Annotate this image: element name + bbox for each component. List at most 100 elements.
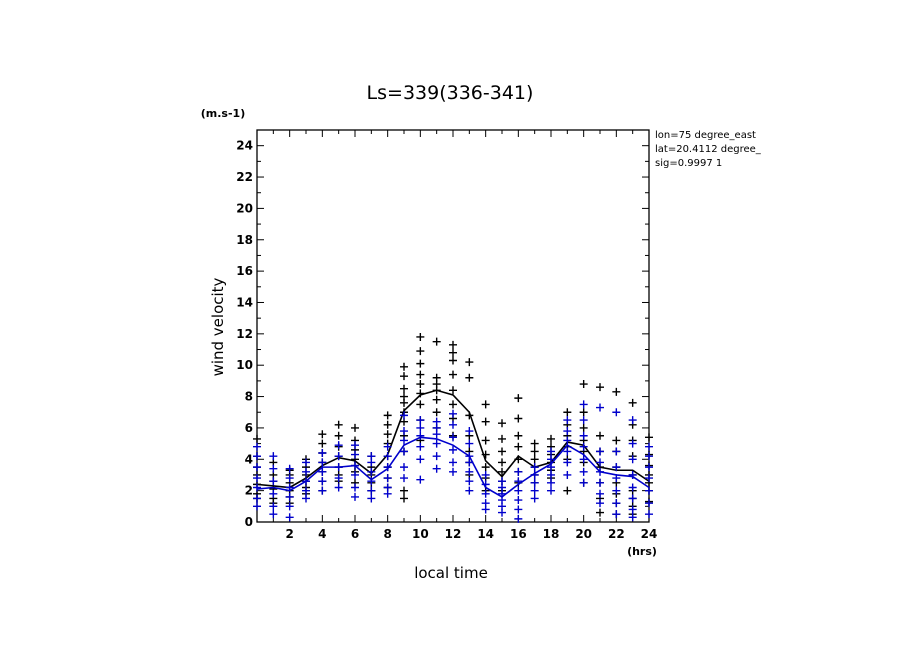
data-point xyxy=(645,463,653,472)
data-point xyxy=(432,395,441,404)
data-point xyxy=(628,416,637,425)
data-point xyxy=(318,486,327,495)
data-point xyxy=(530,478,539,487)
data-point xyxy=(596,508,604,517)
data-point xyxy=(530,439,539,448)
data-point xyxy=(498,477,506,486)
data-point xyxy=(498,458,506,467)
data-point xyxy=(351,470,359,479)
data-point xyxy=(514,467,523,476)
data-point xyxy=(579,380,588,389)
x-tick-label: 18 xyxy=(543,527,560,541)
data-point xyxy=(416,423,425,432)
data-point xyxy=(596,489,604,498)
data-point xyxy=(612,447,621,456)
data-point xyxy=(596,383,604,392)
data-point xyxy=(400,362,408,371)
data-point xyxy=(481,417,490,426)
data-point xyxy=(514,431,523,440)
data-point xyxy=(628,494,637,503)
data-point xyxy=(547,486,555,495)
data-point xyxy=(612,408,621,417)
y-tick-label: 20 xyxy=(236,201,253,215)
data-point xyxy=(547,447,555,456)
data-point xyxy=(334,483,343,492)
series-2 xyxy=(253,400,653,523)
data-point xyxy=(416,442,425,451)
data-point xyxy=(367,494,376,503)
data-point xyxy=(253,494,261,503)
data-point xyxy=(351,441,359,450)
data-point xyxy=(400,447,408,456)
data-point xyxy=(612,387,621,396)
data-point xyxy=(253,452,261,461)
data-point xyxy=(449,433,457,442)
data-point xyxy=(302,458,310,467)
data-point xyxy=(514,505,523,514)
y-tick-label: 24 xyxy=(236,139,253,153)
x-tick-label: 22 xyxy=(608,527,625,541)
data-point xyxy=(481,489,490,498)
data-point xyxy=(449,348,457,357)
data-point xyxy=(318,430,327,439)
data-point xyxy=(579,423,588,432)
data-point xyxy=(498,434,506,443)
data-point xyxy=(465,486,474,495)
data-point xyxy=(563,436,572,445)
data-point xyxy=(579,408,588,417)
data-point xyxy=(318,467,327,476)
data-point xyxy=(416,416,425,425)
data-point xyxy=(285,502,294,511)
data-point xyxy=(596,447,604,456)
mean-line xyxy=(256,436,650,498)
data-point xyxy=(269,477,278,486)
chart-title: Ls=339(336-341) xyxy=(367,82,534,104)
data-point xyxy=(596,499,604,508)
data-point xyxy=(416,380,425,389)
data-point xyxy=(383,474,392,483)
data-point xyxy=(383,411,392,420)
data-point xyxy=(514,496,523,505)
x-unit-label: (hrs) xyxy=(627,545,657,558)
data-point xyxy=(400,486,408,495)
data-point xyxy=(400,384,408,393)
data-point xyxy=(449,445,457,454)
data-point xyxy=(628,483,637,492)
data-point xyxy=(351,423,359,432)
data-point xyxy=(383,442,392,451)
y-tick-label: 2 xyxy=(245,484,253,498)
data-point xyxy=(563,486,572,495)
data-point xyxy=(253,483,261,492)
data-point xyxy=(253,474,261,483)
data-point xyxy=(383,483,392,492)
data-point xyxy=(449,370,457,379)
data-point xyxy=(530,455,539,464)
x-tick-label: 20 xyxy=(575,527,592,541)
data-point xyxy=(465,427,474,436)
data-point xyxy=(612,510,621,519)
data-point xyxy=(498,447,506,456)
y-tick-label: 16 xyxy=(236,264,253,278)
x-axis-label: local time xyxy=(414,564,488,582)
data-point xyxy=(400,411,408,420)
data-point xyxy=(400,436,408,445)
data-point xyxy=(334,420,343,429)
y-tick-label: 12 xyxy=(236,327,253,341)
data-point xyxy=(596,478,604,487)
y-tick-label: 8 xyxy=(245,390,253,404)
data-point xyxy=(449,340,457,349)
data-point xyxy=(645,499,653,508)
data-point xyxy=(432,337,441,346)
data-point xyxy=(530,447,539,456)
info-lon: lon=75 degree_east xyxy=(655,130,756,141)
data-point xyxy=(579,416,588,425)
data-point xyxy=(563,447,572,456)
data-point xyxy=(563,408,572,417)
data-point xyxy=(449,386,457,395)
data-point xyxy=(285,492,294,501)
y-tick-label: 14 xyxy=(236,295,253,309)
x-tick-label: 14 xyxy=(477,527,494,541)
data-point xyxy=(628,470,637,479)
